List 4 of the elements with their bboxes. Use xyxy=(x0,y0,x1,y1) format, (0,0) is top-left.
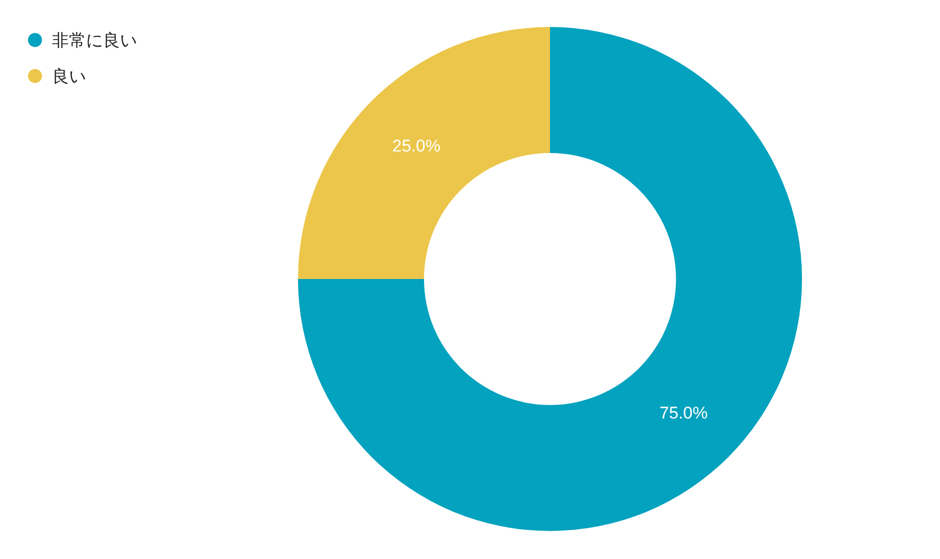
legend-label: 良い xyxy=(52,67,86,87)
data-label: 75.0% xyxy=(660,404,708,423)
data-label: 25.0% xyxy=(392,136,440,156)
legend-label: 非常に良い xyxy=(52,31,137,51)
